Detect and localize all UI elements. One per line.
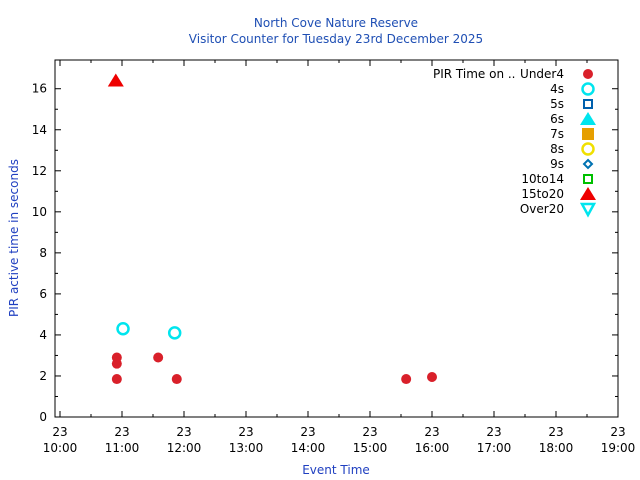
y-tick-label: 16 [32,82,47,96]
legend-label: 4s [550,82,564,96]
y-tick-label: 14 [32,123,47,137]
y-tick-label: 12 [32,164,47,178]
legend-marker [580,187,596,200]
legend-label: 6s [550,112,564,126]
y-tick-label: 6 [39,287,47,301]
legend-label: 10to14 [521,172,564,186]
data-point-under4 [153,352,164,363]
x-tick-label-time: 17:00 [477,441,512,455]
legend-marker [583,174,593,184]
x-tick-label-time: 12:00 [167,441,202,455]
x-tick-label-day: 23 [362,425,377,439]
x-tick-label-time: 14:00 [291,441,326,455]
chart-title: North Cove Nature Reserve [254,16,418,30]
data-point-under4 [111,352,122,363]
chart-subtitle: Visitor Counter for Tuesday 23rd Decembe… [189,32,483,46]
data-point-4s [116,322,130,336]
y-tick-label: 2 [39,369,47,383]
legend-marker [583,99,593,109]
y-tick-label: 8 [39,246,47,260]
data-points [107,73,437,385]
data-point-4s [167,326,182,340]
legend-label: 5s [550,97,564,111]
legend-marker [580,112,596,125]
x-tick-label-time: 16:00 [415,441,450,455]
x-tick-label-time: 11:00 [105,441,140,455]
x-axis: 23 10:00 23 11:00 23 12:00 23 13:00 23 14:00 23 15:… [43,60,636,455]
x-tick-label-time: 19:00 [601,441,636,455]
x-tick-label-day: 23 [176,425,191,439]
y-axis: 0 2 4 6 8 10 12 14 16 [32,82,618,424]
legend-marker [581,82,595,96]
y-tick-label: 4 [39,328,47,342]
data-point-15to20 [107,73,124,87]
y-axis-label: PIR active time in seconds [7,159,21,317]
x-tick-label-day: 23 [548,425,563,439]
x-tick-label-day: 23 [238,425,253,439]
legend-label: Over20 [520,202,564,216]
legend-marker [581,142,595,156]
legend-label: 7s [550,127,564,141]
data-point-under4 [171,374,182,385]
legend: PIR Time on .. Under44s5s6s7s8s9s10to1415… [433,67,597,218]
data-point-under4 [111,374,122,385]
x-tick-label-day: 23 [424,425,439,439]
plot-area-border [54,59,619,418]
legend-label: Under4 [520,67,564,81]
legend-marker [579,202,597,218]
legend-label: 8s [550,142,564,156]
x-tick-label-time: 10:00 [43,441,78,455]
legend-title: PIR Time on .. [433,67,516,81]
legend-marker [582,158,594,170]
x-tick-label-day: 23 [486,425,501,439]
data-point-under4 [401,374,412,385]
x-tick-label-day: 23 [114,425,129,439]
x-tick-label-day: 23 [52,425,67,439]
x-tick-label-day: 23 [300,425,315,439]
y-tick-label: 0 [39,410,47,424]
legend-marker [582,128,594,140]
x-axis-label: Event Time [302,463,370,477]
legend-marker [583,69,593,79]
x-tick-label-day: 23 [610,425,625,439]
y-tick-label: 10 [32,205,47,219]
legend-label: 9s [550,157,564,171]
x-tick-label-time: 15:00 [353,441,388,455]
x-tick-label-time: 13:00 [229,441,264,455]
x-tick-label-time: 18:00 [539,441,574,455]
legend-label: 15to20 [521,187,564,201]
data-point-under4 [427,371,437,382]
